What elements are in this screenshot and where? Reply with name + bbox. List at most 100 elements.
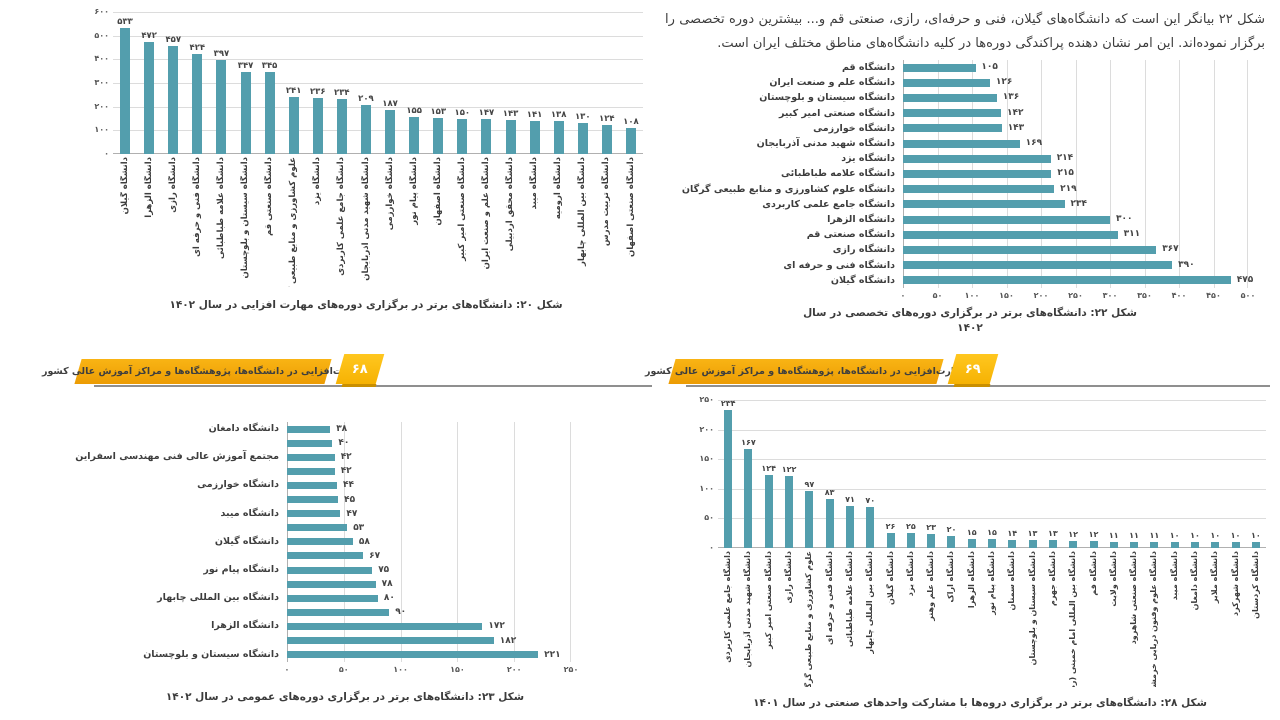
x-axis-tick: ۴۰۰	[1171, 291, 1187, 300]
bar	[288, 97, 299, 154]
bar-value: ۱۶۷	[741, 438, 756, 448]
y-axis-tick: ۱۵۰	[699, 454, 714, 464]
bar-value: ۱۴۳	[1007, 122, 1025, 133]
bar-value: ۱۳	[1047, 529, 1058, 539]
bar	[336, 98, 347, 154]
bar	[264, 72, 275, 154]
gridline	[570, 422, 571, 662]
bar	[577, 123, 588, 154]
bar	[1048, 540, 1057, 548]
bar-value: ۱۱	[1129, 530, 1139, 540]
page-number: ۶۸	[352, 361, 368, 377]
y-axis-tick: ۱۰۰	[699, 483, 714, 493]
category-label: دانشگاه خوارزمی	[384, 157, 395, 231]
bar-value: ۲۳۶	[309, 87, 326, 98]
gridline	[113, 83, 643, 84]
bar-value: ۳۴۷	[237, 60, 254, 71]
bar-value: ۷۰	[865, 495, 876, 505]
bar	[1170, 542, 1179, 548]
figure-22-caption: شکل ۲۲: دانشگاه‌های برتر در برگزاری دوره…	[803, 307, 1137, 335]
bar	[240, 71, 251, 154]
gridline	[113, 59, 643, 61]
bar-value: ۲۳۴	[720, 398, 736, 408]
y-axis-tick: ۰	[104, 149, 109, 158]
bar	[626, 128, 636, 154]
category-label: دانشگاه خوارزمی	[197, 479, 279, 491]
bar-value: ۲۳۴	[334, 87, 350, 98]
bar-value: ۱۷۲	[488, 621, 505, 632]
bar	[553, 121, 564, 154]
bar	[601, 124, 612, 154]
category-label: دانشگاه صنعتی اصفهان	[625, 157, 636, 258]
bar-value: ۷۵	[378, 565, 390, 575]
bar-value: ۱۸۲	[499, 635, 517, 646]
gridline	[718, 488, 1266, 490]
bar	[903, 139, 1020, 148]
bar	[529, 120, 540, 154]
bar-value: ۱۳۰	[574, 112, 591, 123]
bar	[287, 467, 335, 475]
bar	[1211, 542, 1220, 548]
category-label: دانشگاه رازی	[784, 551, 793, 604]
gridline	[1247, 60, 1248, 288]
category-label: دانشگاه صنعتی امیر کبیر	[456, 157, 467, 261]
category-label: دانشگاه یزد	[905, 551, 915, 597]
bar-value: ۱۰	[1210, 531, 1221, 541]
bar-value: ۱۵۳	[430, 106, 447, 117]
category-label: دانشگاه بین المللی امام خمینی (ره)	[1068, 551, 1078, 687]
bar-value: ۴۷۵	[1236, 274, 1254, 285]
category-label: دانشگاه میبد	[220, 507, 280, 519]
bar	[120, 27, 130, 154]
category-label: دانشگاه اصفهان	[432, 157, 443, 226]
bar-value: ۱۴	[1007, 528, 1018, 538]
bar-value: ۱۰۵	[981, 62, 998, 72]
bar	[1109, 541, 1118, 548]
bar	[433, 117, 444, 154]
bar-value: ۱۵۰	[454, 107, 471, 118]
category-label: دانشگاه کردستان	[1250, 551, 1260, 619]
category-label: دانشگاه پیام نور	[408, 157, 419, 225]
y-axis-tick: ۳۰۰	[94, 78, 109, 87]
banner-ribbon: مهارت‌افزایی در دانشگاه‌ها، پژوهشگاه‌ها …	[645, 359, 967, 384]
category-label: علوم کشاورزی و منابع طبیعی گرگان	[804, 551, 814, 687]
bar	[903, 109, 1001, 118]
bar	[903, 230, 1118, 239]
bar-value: ۱۰	[1169, 531, 1180, 541]
gridline	[1110, 60, 1111, 288]
bar	[1150, 541, 1159, 548]
badge-shadow	[953, 384, 991, 387]
bar-value: ۲۶	[885, 521, 896, 531]
bar-value: ۴۷	[346, 508, 358, 519]
x-axis-tick: ۰	[900, 291, 906, 300]
bar	[903, 170, 1052, 178]
y-axis-tick: ۱۰۰	[94, 125, 109, 135]
category-label: دانشگاه علم وهنر	[926, 551, 936, 621]
category-label: دانشگاه میبد	[1169, 551, 1179, 601]
x-axis-tick: ۱۰۰	[964, 291, 980, 300]
category-label: دانشگاه ارومیه	[553, 157, 564, 220]
x-axis-tick: ۳۵۰	[1137, 291, 1152, 300]
category-label: دانشگاه صنعتی قم	[264, 157, 275, 236]
category-label: دانشگاه یزد	[312, 157, 323, 206]
bar	[287, 496, 339, 503]
bar	[1089, 540, 1098, 548]
bar-value: ۲۰۹	[358, 93, 374, 104]
bar-value: ۱۱	[1108, 530, 1119, 540]
bar-value: ۴۵	[344, 494, 356, 505]
bar-value: ۱۲	[1088, 529, 1099, 539]
bar	[744, 449, 753, 548]
page-number: ۶۹	[965, 361, 981, 377]
category-label: دانشگاه تربیت مدرس	[601, 157, 612, 247]
plot-area	[287, 422, 571, 662]
bar	[886, 532, 895, 548]
category-label: دانشگاه الزهرا	[966, 551, 976, 609]
category-label: دانشگاه علم و صنعت ایران	[769, 77, 895, 89]
category-label: دانشگاه سیستان و بلوچستان	[143, 648, 279, 660]
bar	[287, 594, 378, 602]
figure-28-chart: شکل ۲۸: دانشگاه‌های برتر در برگزاری دروه…	[688, 390, 1272, 720]
bar-value: ۲۳۴	[1070, 198, 1087, 209]
category-label: دانشگاه صنعتی قم	[806, 229, 895, 241]
category-label: دانشگاه جامع علمی کاربردی	[762, 198, 895, 210]
bar-value: ۵۳	[353, 522, 365, 533]
bar	[866, 506, 875, 548]
